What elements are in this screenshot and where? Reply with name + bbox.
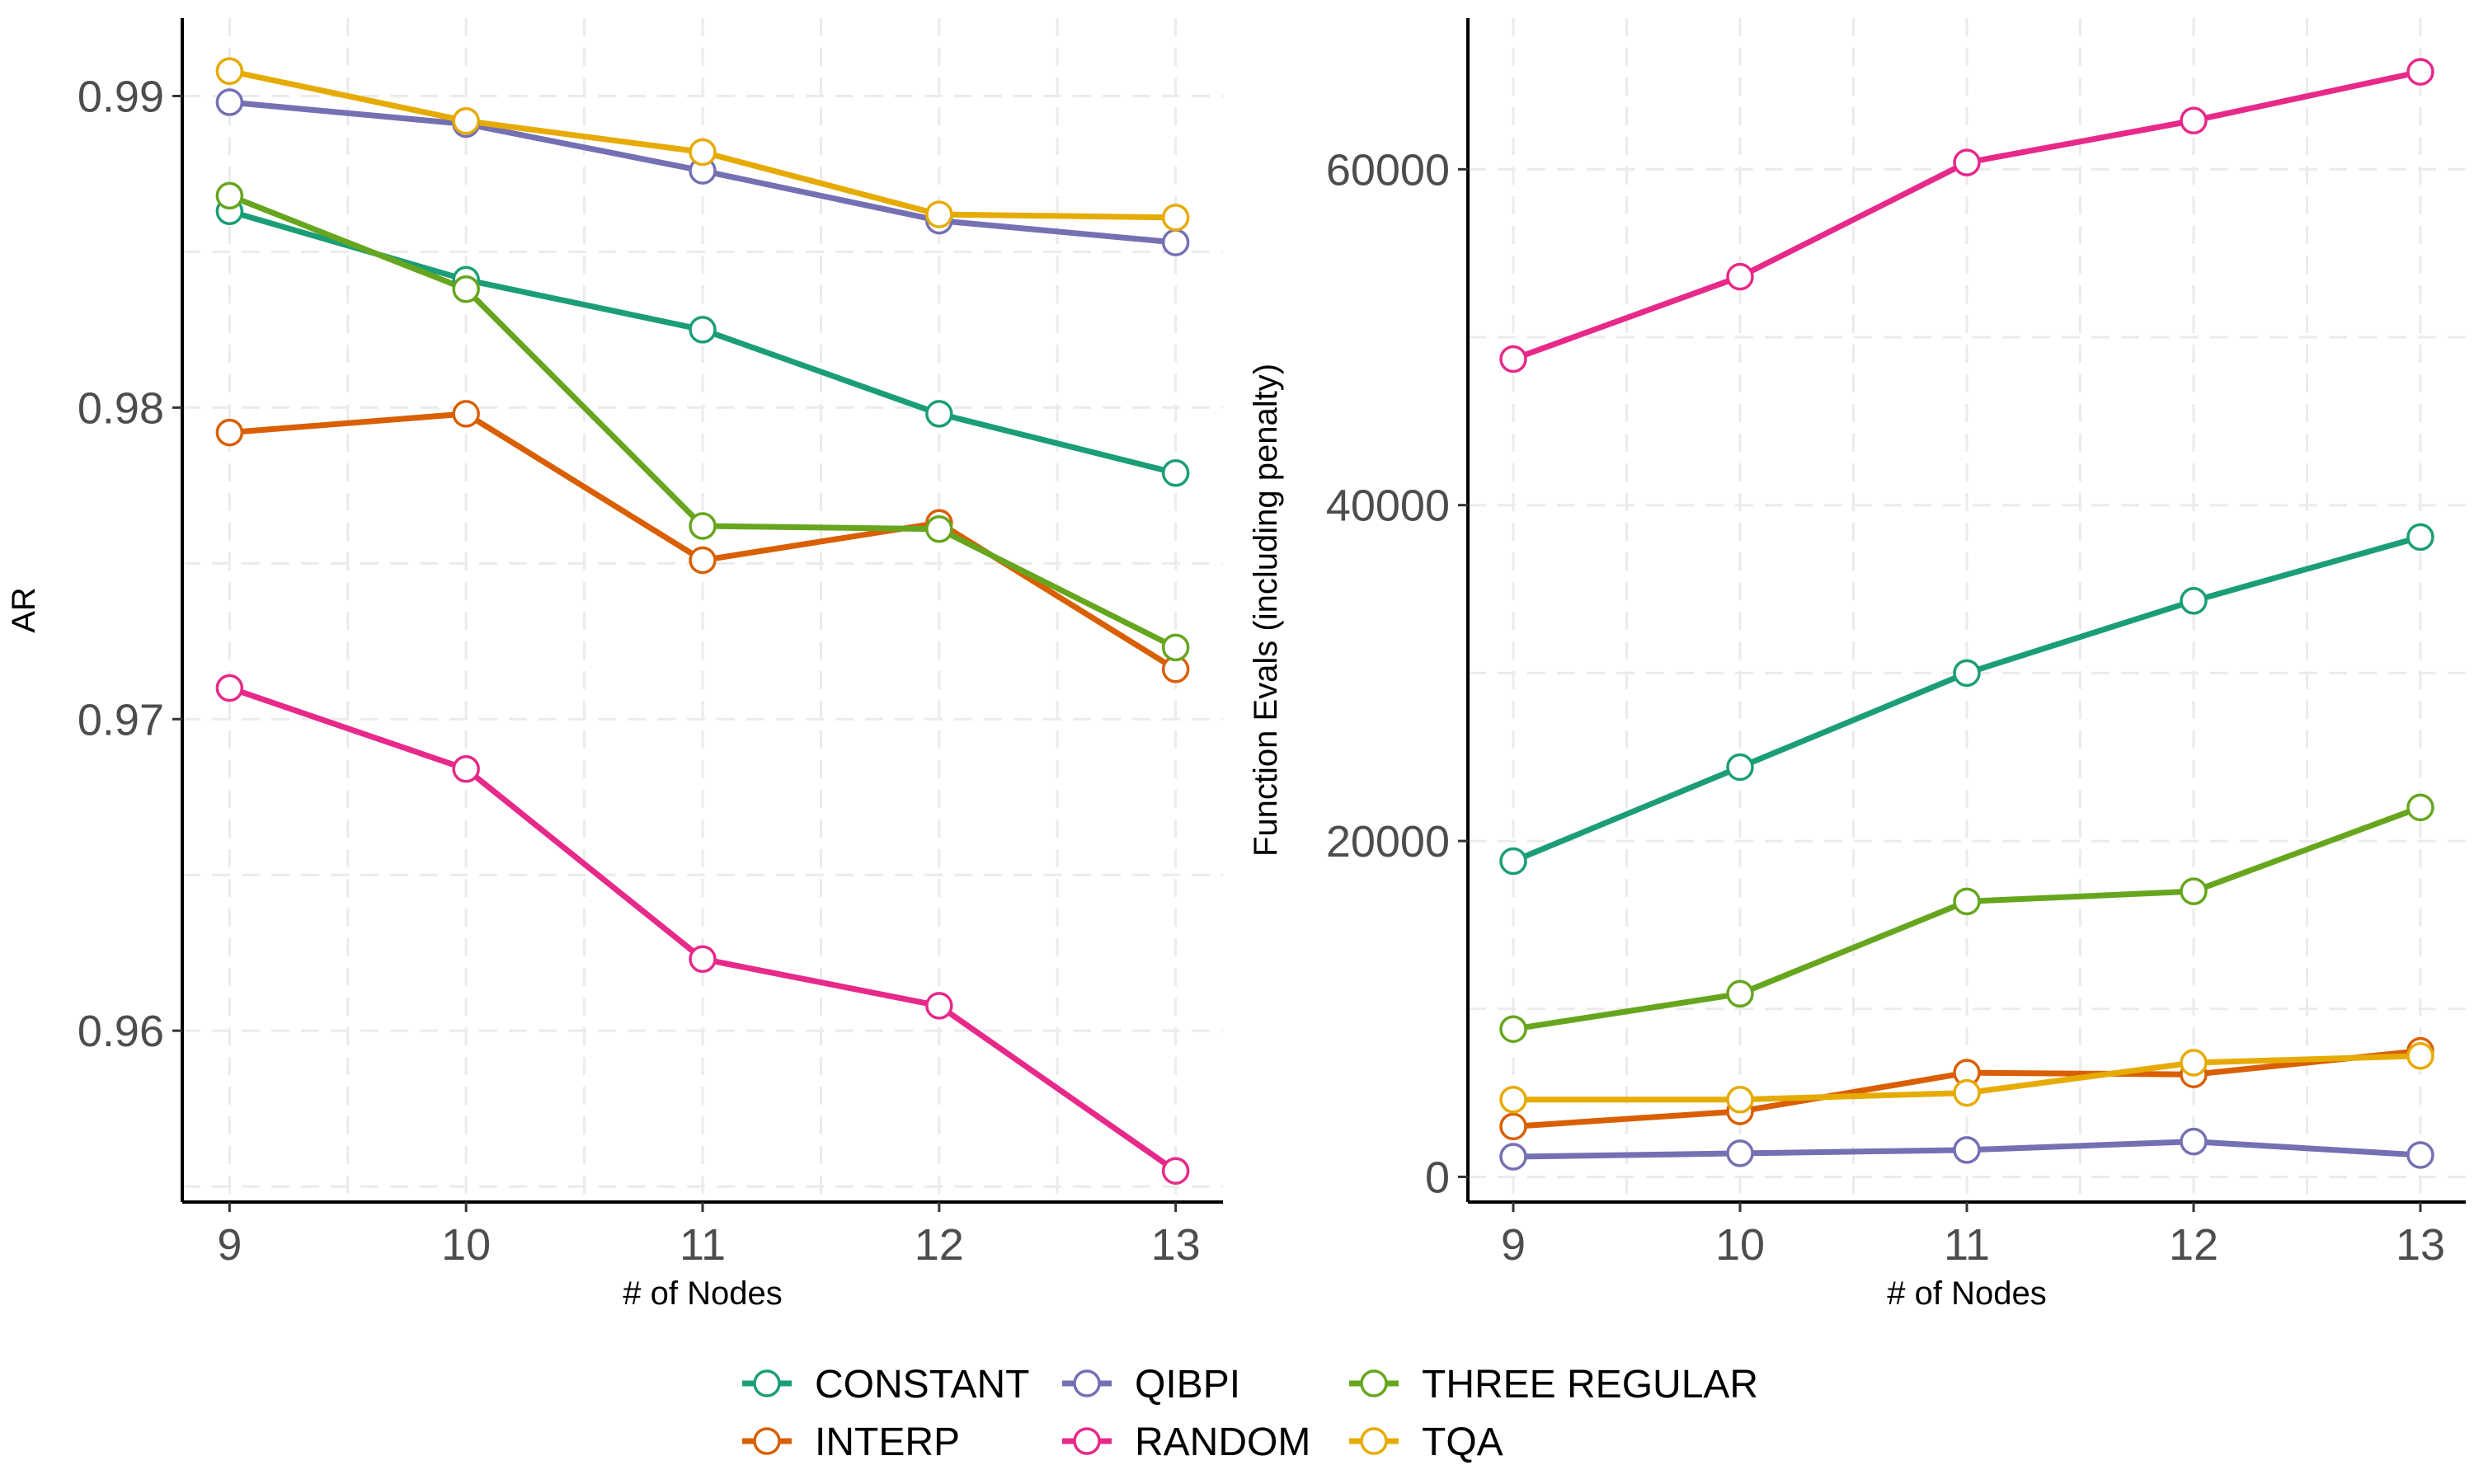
x-tick-label: 10 bbox=[441, 1220, 491, 1270]
data-point-tqa bbox=[1953, 1078, 1981, 1107]
data-point-constant bbox=[1161, 458, 1190, 487]
series-points bbox=[215, 57, 1190, 1185]
legend-item-constant: CONSTANT bbox=[742, 1363, 1029, 1407]
data-point-tqa bbox=[452, 106, 480, 135]
y-tick-label: 40000 bbox=[1326, 481, 1450, 531]
y-tick-label: 0.96 bbox=[78, 1007, 164, 1056]
data-point-three-regular bbox=[215, 181, 244, 210]
data-point-qibpi bbox=[215, 88, 244, 116]
data-point-three-regular bbox=[1161, 633, 1190, 662]
data-point-qibpi bbox=[1161, 228, 1190, 256]
data-point-constant bbox=[1953, 659, 1981, 688]
chart-panel-left: 0.96 0.97 0.98 0.99 9 10 11 12 13 # of Nodes AR bbox=[6, 18, 1223, 1312]
data-point-tqa bbox=[2406, 1042, 2434, 1070]
data-point-qibpi bbox=[1953, 1136, 1981, 1164]
y-tick-label: 0 bbox=[1425, 1153, 1450, 1202]
data-point-qibpi bbox=[1499, 1143, 1527, 1171]
legend-item-tqa: TQA bbox=[1349, 1421, 1503, 1464]
data-point-tqa bbox=[1161, 204, 1190, 232]
data-point-tqa bbox=[925, 200, 953, 228]
data-point-random bbox=[1726, 262, 1754, 291]
legend-label: CONSTANT bbox=[815, 1363, 1029, 1407]
legend-key-point bbox=[753, 1427, 781, 1455]
data-point-three-regular bbox=[1953, 887, 1981, 916]
legend-key-point bbox=[1360, 1427, 1388, 1455]
legend-label: RANDOM bbox=[1135, 1421, 1310, 1464]
x-tick-label: 9 bbox=[217, 1220, 242, 1270]
data-point-three-regular bbox=[1726, 979, 1754, 1008]
x-tick-label: 12 bbox=[915, 1220, 964, 1270]
legend-item-three-regular: THREE REGULAR bbox=[1349, 1363, 1758, 1407]
x-tick-label: 11 bbox=[1944, 1220, 1990, 1270]
legend-item-interp: INTERP bbox=[742, 1421, 960, 1464]
data-point-constant bbox=[925, 400, 953, 428]
data-point-tqa bbox=[1726, 1086, 1754, 1114]
gridlines bbox=[1468, 18, 2466, 1202]
legend-label: THREE REGULAR bbox=[1422, 1363, 1758, 1407]
x-axis-title: # of Nodes bbox=[1887, 1275, 2046, 1312]
legend-item-random: RANDOM bbox=[1062, 1421, 1310, 1464]
data-point-three-regular bbox=[1499, 1015, 1527, 1043]
data-point-three-regular bbox=[689, 512, 717, 540]
data-point-interp bbox=[1499, 1112, 1527, 1141]
data-point-qibpi bbox=[2406, 1141, 2434, 1169]
data-point-qibpi bbox=[1726, 1139, 1754, 1167]
data-point-interp bbox=[689, 546, 717, 575]
y-tick-label: 0.98 bbox=[78, 383, 164, 433]
x-tick-label: 9 bbox=[1501, 1220, 1526, 1270]
data-point-random bbox=[215, 674, 244, 702]
y-tick-label: 0.99 bbox=[78, 72, 164, 121]
data-point-three-regular bbox=[925, 514, 953, 543]
data-point-tqa bbox=[1499, 1086, 1527, 1114]
legend-key-point bbox=[1360, 1369, 1388, 1397]
data-point-random bbox=[1953, 148, 1981, 176]
x-axis-title: # of Nodes bbox=[623, 1275, 782, 1312]
series-line-interp bbox=[226, 411, 1179, 673]
data-point-random bbox=[2406, 58, 2434, 86]
data-point-three-regular bbox=[452, 275, 480, 303]
legend-label: QIBPI bbox=[1135, 1363, 1240, 1407]
legend-key-point bbox=[753, 1369, 781, 1397]
legend-item-qibpi: QIBPI bbox=[1062, 1363, 1240, 1407]
y-tick-label: 0.97 bbox=[78, 695, 164, 744]
legend-label: TQA bbox=[1422, 1421, 1503, 1464]
legend-key-point bbox=[1073, 1369, 1101, 1397]
legend-label: INTERP bbox=[815, 1421, 960, 1464]
y-axis-title: AR bbox=[6, 587, 42, 633]
x-tick-label: 13 bbox=[1151, 1220, 1201, 1270]
data-point-random bbox=[2180, 106, 2208, 134]
data-point-three-regular bbox=[2180, 877, 2208, 905]
data-point-tqa bbox=[215, 57, 244, 85]
data-point-tqa bbox=[689, 138, 717, 167]
data-point-tqa bbox=[2180, 1049, 2208, 1077]
data-point-constant bbox=[689, 316, 717, 344]
data-point-random bbox=[1499, 345, 1527, 373]
y-axis-title: Function Evals (including penalty) bbox=[1248, 364, 1284, 857]
y-tick-label: 20000 bbox=[1326, 817, 1450, 866]
data-point-constant bbox=[1499, 847, 1527, 876]
data-point-random bbox=[452, 754, 480, 783]
data-point-random bbox=[925, 992, 953, 1020]
data-point-constant bbox=[1726, 753, 1754, 782]
x-tick-label: 13 bbox=[2396, 1220, 2445, 1270]
chart-panel-right: 0 20000 40000 60000 9 10 11 12 13 # of Nodes Funct… bbox=[1248, 18, 2466, 1312]
legend-key-point bbox=[1073, 1427, 1101, 1455]
legend: CONSTANT QIBPI THREE REGULAR INTERP RANDOM TQ… bbox=[742, 1363, 1758, 1464]
data-point-three-regular bbox=[2406, 793, 2434, 822]
data-point-interp bbox=[452, 400, 480, 428]
y-tick-label: 60000 bbox=[1326, 145, 1450, 195]
data-point-random bbox=[689, 945, 717, 973]
x-tick-label: 12 bbox=[2169, 1220, 2218, 1270]
x-tick-label: 10 bbox=[1715, 1220, 1765, 1270]
data-point-interp bbox=[215, 418, 244, 447]
data-point-random bbox=[1161, 1157, 1190, 1185]
data-point-qibpi bbox=[2180, 1127, 2208, 1156]
gridlines bbox=[182, 18, 1223, 1202]
x-tick-label: 11 bbox=[680, 1220, 726, 1270]
series-points bbox=[1499, 58, 2434, 1171]
data-point-constant bbox=[2406, 523, 2434, 552]
data-point-constant bbox=[2180, 587, 2208, 615]
